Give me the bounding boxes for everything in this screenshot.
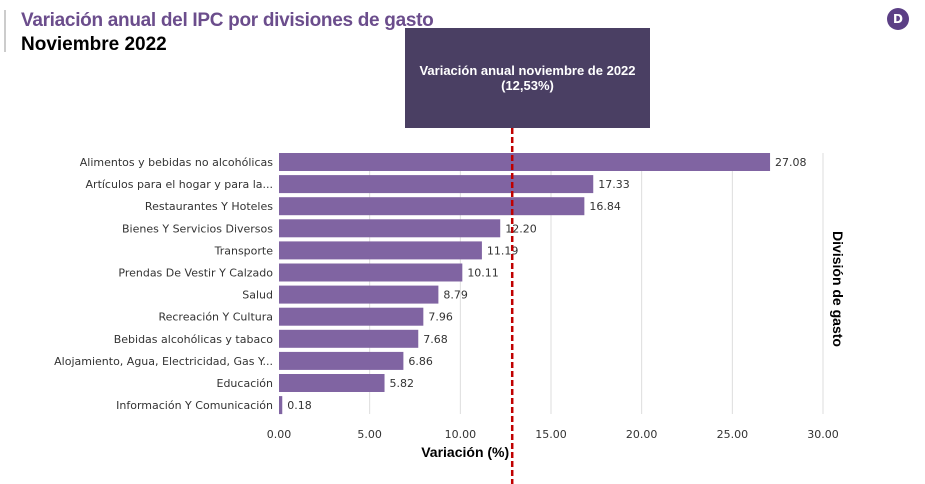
data-label: 5.82 [390, 377, 415, 390]
category-label: Recreación Y Cultura [158, 311, 273, 324]
annotation-box: Variación anual noviembre de 2022 (12,53… [405, 28, 650, 128]
bar [279, 219, 501, 238]
category-label: Información Y Comunicación [116, 399, 273, 412]
bar [279, 263, 463, 282]
logo-icon: D [887, 8, 909, 30]
category-label: Restaurantes Y Hoteles [145, 200, 273, 213]
data-label: 17.33 [598, 178, 630, 191]
chart-title: Variación anual del IPC por divisiones d… [21, 10, 434, 31]
category-label: Bienes Y Servicios Diversos [122, 222, 273, 235]
bar [279, 197, 585, 216]
category-label: Artículos para el hogar y para la... [86, 178, 273, 191]
annotation-line2: (12,53%) [501, 78, 554, 93]
x-tick-label: 15.00 [535, 428, 567, 441]
bar [279, 374, 385, 392]
bar [279, 396, 283, 415]
bar [279, 241, 482, 260]
data-label: 10.11 [467, 267, 499, 280]
annotation-line1: Variación anual noviembre de 2022 [419, 63, 636, 78]
data-label: 6.86 [408, 355, 433, 368]
bar [279, 285, 439, 304]
category-label: Educación [217, 377, 274, 390]
bar [279, 175, 594, 194]
x-tick-label: 0.00 [267, 428, 292, 441]
category-label: Alojamiento, Agua, Electricidad, Gas Y..… [54, 355, 273, 368]
category-label: Prendas De Vestir Y Calzado [118, 267, 273, 280]
data-label: 12.20 [505, 222, 537, 235]
bar [279, 329, 419, 348]
data-label: 11.19 [487, 244, 519, 257]
title-accent [4, 10, 6, 52]
category-label: Alimentos y bebidas no alcohólicas [80, 156, 273, 169]
data-label: 7.68 [423, 333, 448, 346]
data-label: 0.18 [287, 399, 312, 412]
bar [279, 351, 404, 370]
x-tick-label: 30.00 [807, 428, 839, 441]
x-tick-label: 5.00 [357, 428, 382, 441]
x-tick-label: 10.00 [445, 428, 477, 441]
data-label: 27.08 [775, 156, 807, 169]
bar [279, 153, 771, 171]
category-label: Bebidas alcohólicas y tabaco [114, 333, 274, 346]
x-axis-label: Variación (%) [421, 444, 509, 460]
chart-subtitle: Noviembre 2022 [21, 34, 167, 55]
bar [279, 307, 424, 326]
data-label: 16.84 [589, 200, 621, 213]
category-label: Salud [242, 289, 273, 302]
data-label: 7.96 [428, 311, 453, 324]
category-label: Transporte [214, 244, 274, 257]
x-tick-label: 20.00 [626, 428, 658, 441]
data-label: 8.79 [443, 289, 468, 302]
x-tick-label: 25.00 [717, 428, 749, 441]
